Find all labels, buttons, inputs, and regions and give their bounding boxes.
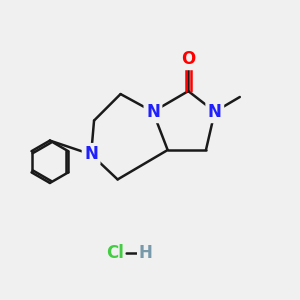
Text: N: N <box>84 146 98 164</box>
Text: N: N <box>146 103 160 121</box>
Text: H: H <box>139 244 152 262</box>
Text: O: O <box>181 50 195 68</box>
Text: N: N <box>208 103 222 121</box>
Text: Cl: Cl <box>106 244 124 262</box>
